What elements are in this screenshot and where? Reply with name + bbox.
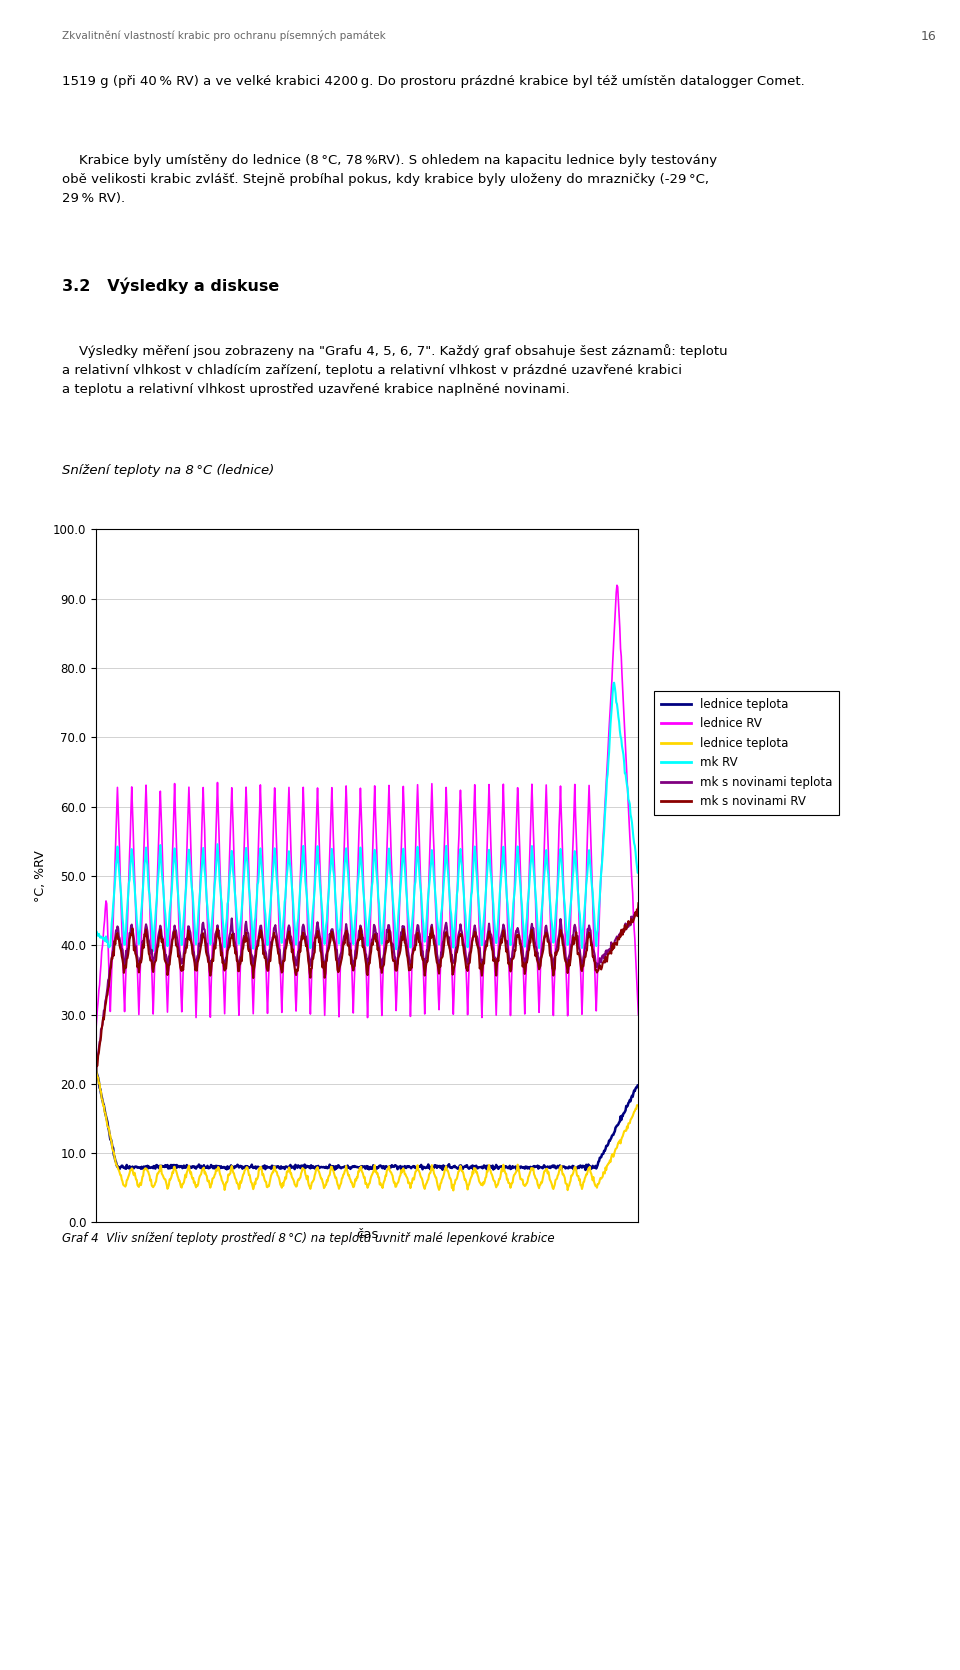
Text: Zkvalitnění vlastností krabic pro ochranu písemných památek: Zkvalitnění vlastností krabic pro ochran…	[62, 30, 386, 42]
Text: 16: 16	[921, 30, 936, 43]
Legend: lednice teplota, lednice RV, lednice teplota, mk RV, mk s novinami teplota, mk s: lednice teplota, lednice RV, lednice tep…	[654, 691, 839, 815]
Text: Výsledky měření jsou zobrazeny na "Grafu 4, 5, 6, 7". Každý graf obsahuje šest z: Výsledky měření jsou zobrazeny na "Grafu…	[62, 344, 728, 396]
Text: Snížení teploty na 8 °C (lednice): Snížení teploty na 8 °C (lednice)	[62, 464, 275, 478]
Text: Krabice byly umístěny do lednice (8 °C, 78 %RV). S ohledem na kapacitu lednice b: Krabice byly umístěny do lednice (8 °C, …	[62, 154, 717, 205]
Text: 1519 g (při 40 % RV) a ve velké krabici 4200 g. Do prostoru prázdné krabice byl : 1519 g (při 40 % RV) a ve velké krabici …	[62, 75, 805, 89]
X-axis label: čas: čas	[356, 1227, 378, 1241]
Y-axis label: °C, %RV: °C, %RV	[35, 850, 47, 902]
Text: 3.2   Výsledky a diskuse: 3.2 Výsledky a diskuse	[62, 277, 279, 294]
Text: Graf 4  Vliv snížení teploty prostředí 8 °C) na teplotu uvnitř malé lepenkové kr: Graf 4 Vliv snížení teploty prostředí 8 …	[62, 1232, 555, 1246]
